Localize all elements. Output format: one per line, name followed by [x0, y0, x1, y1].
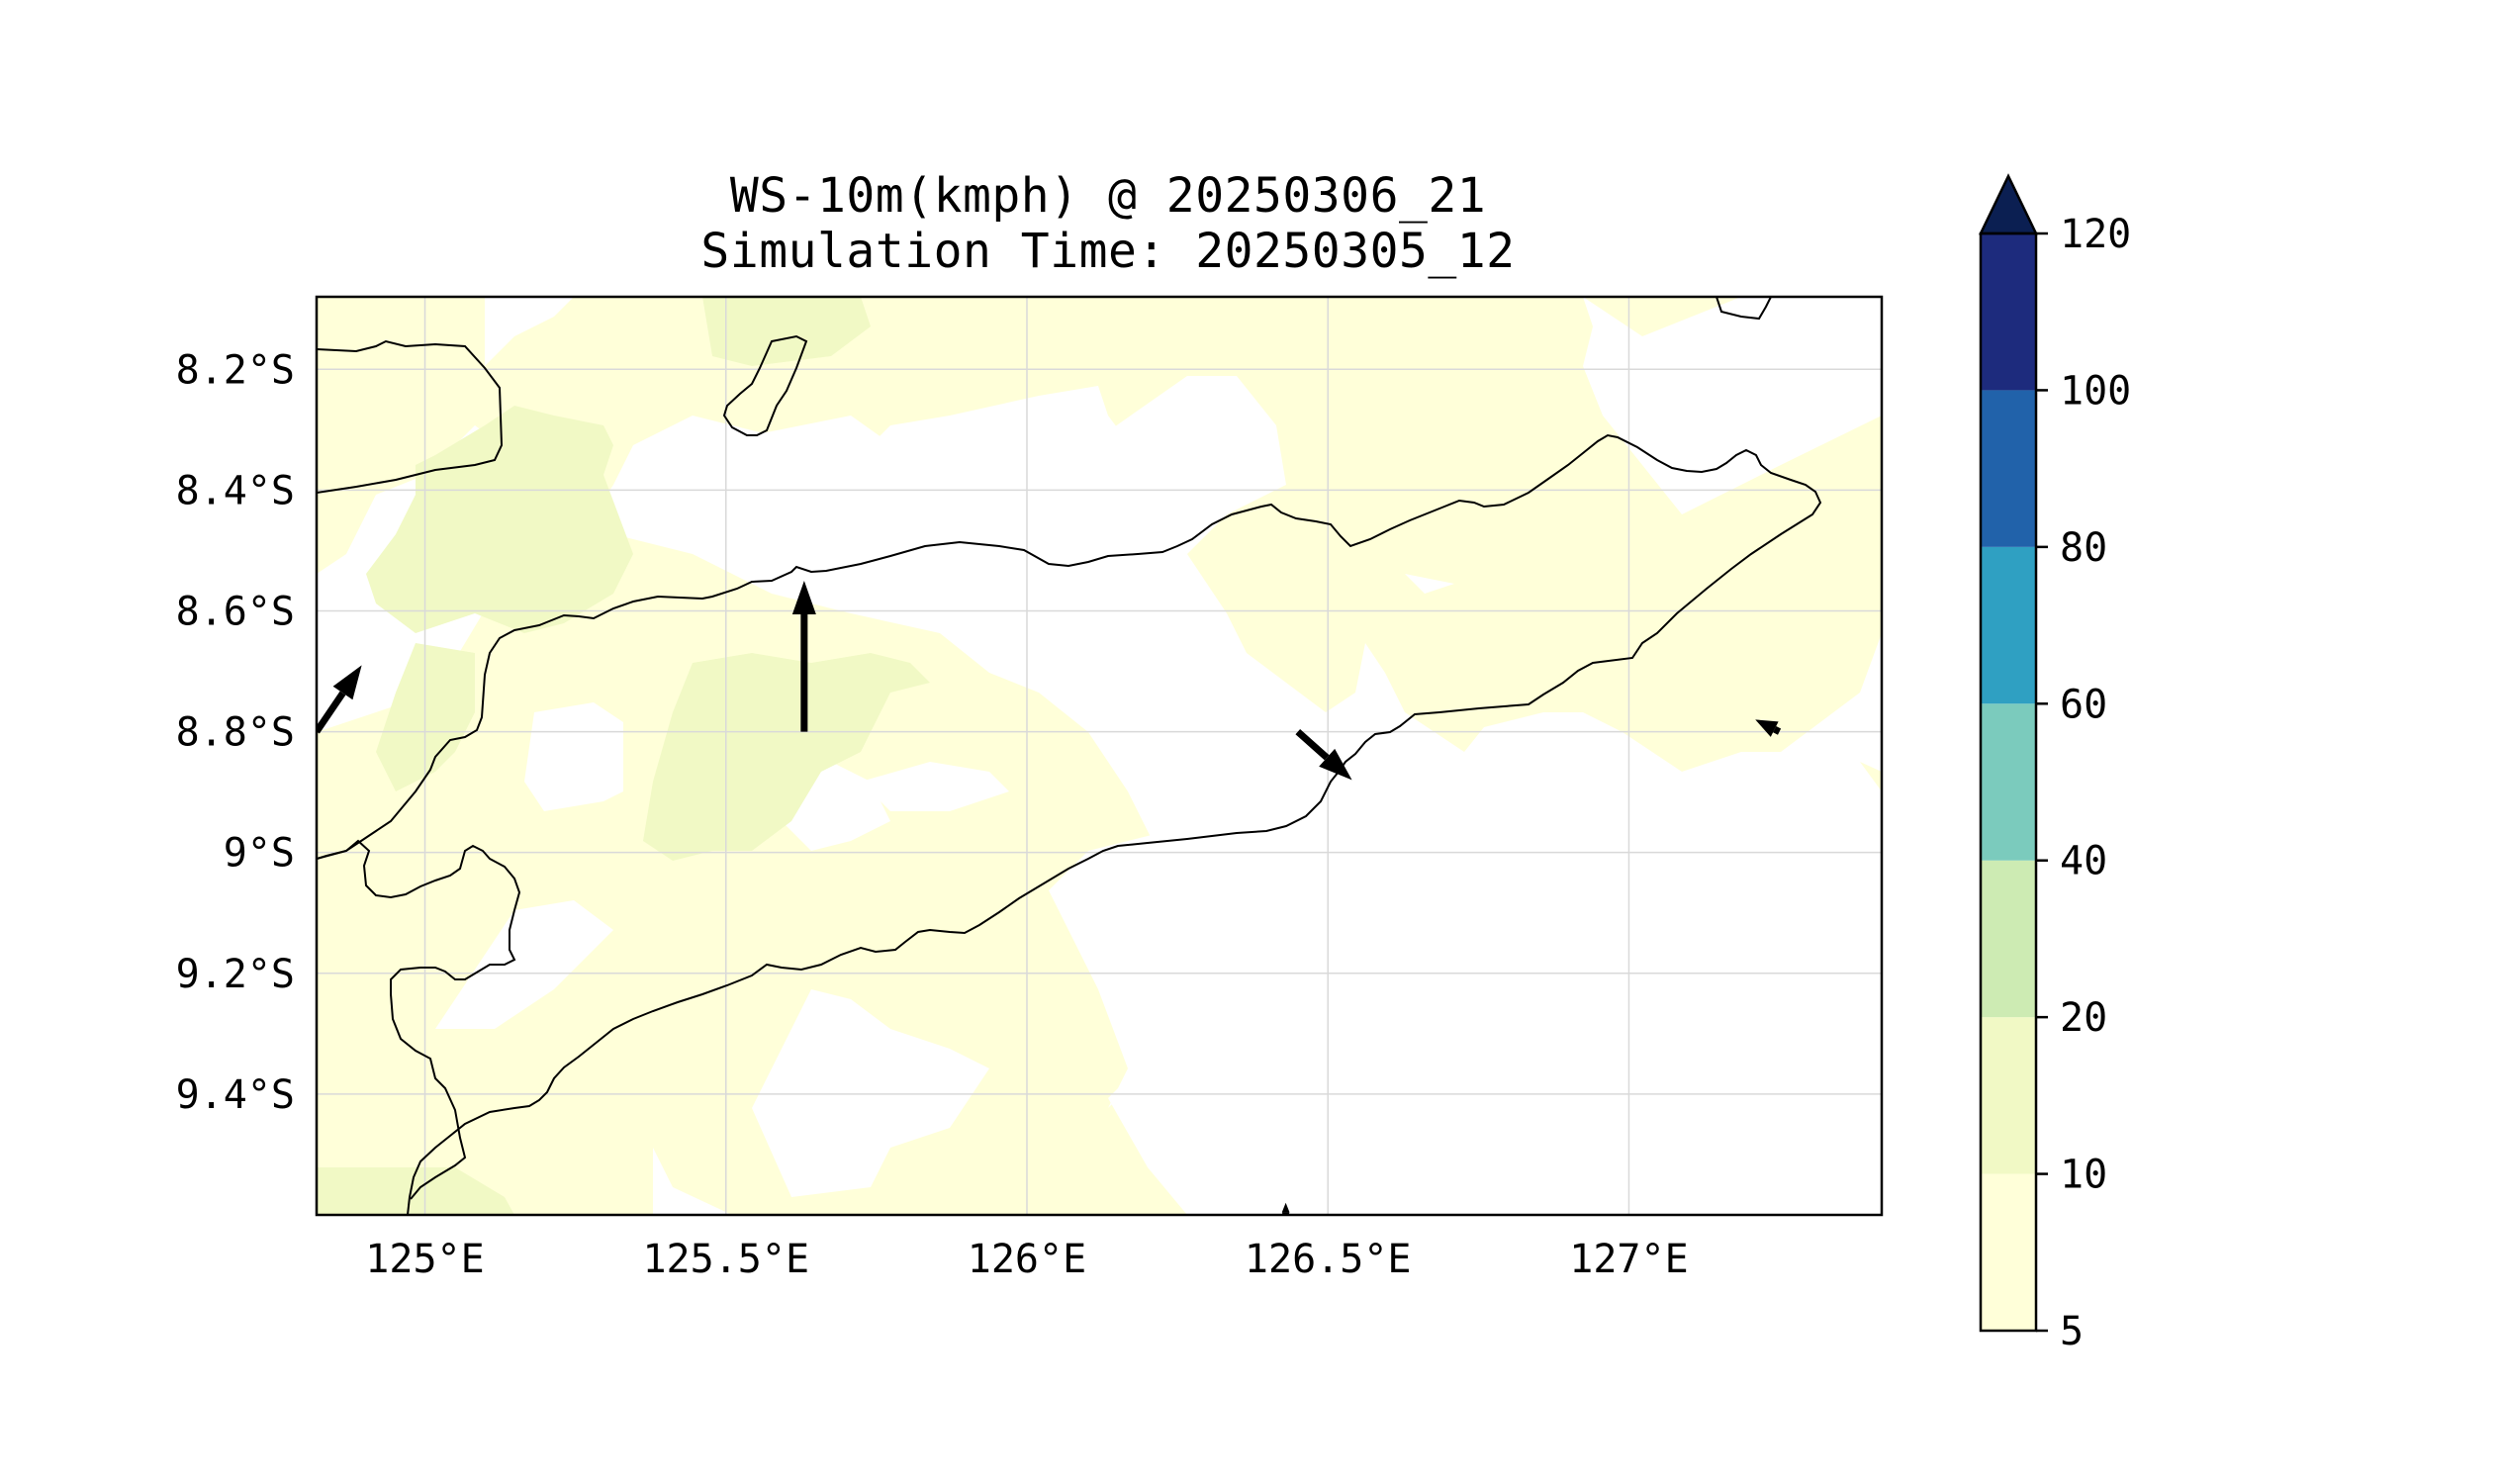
wind-arrow-2 [1295, 728, 1352, 781]
colorbar-label-60: 60 [2060, 682, 2107, 727]
wind-speed-fill-5-10 [317, 297, 1882, 1215]
wind-speed-fill-10-20 [317, 297, 930, 1215]
wind-arrow-1 [791, 580, 816, 732]
map-title: WS-10m(kmph) @ 20250306_21 [729, 168, 1487, 224]
coastline-atauro-island [722, 334, 808, 436]
wind-vectors [317, 580, 1782, 1215]
colorbar: 5 10 20 40 60 80 100 120 [1979, 173, 2131, 1354]
coastline-north-east-islet [1716, 297, 1772, 321]
lat-tick-label-3: 8.8°S [176, 710, 295, 756]
colorbar-label-120: 120 [2060, 212, 2131, 257]
map-area [317, 297, 1882, 1215]
gridlines [317, 297, 1882, 1215]
lat-tick-label-0: 8.2°S [176, 347, 295, 393]
lon-tick-label-2: 126°E [968, 1237, 1086, 1282]
longitude-tick-labels: 125°E 125.5°E 126°E 126.5°E 127°E [365, 1237, 1688, 1282]
lat-tick-label-6: 9.4°S [176, 1072, 295, 1118]
colorbar-label-10: 10 [2060, 1153, 2107, 1198]
colorbar-segment-10-20 [1981, 1017, 2036, 1174]
colorbar-segment-80-100 [1981, 390, 2036, 547]
colorbar-label-5: 5 [2060, 1309, 2084, 1354]
colorbar-segment-100-120 [1981, 233, 2036, 391]
lat-tick-label-1: 8.4°S [176, 468, 295, 513]
colorbar-label-80: 80 [2060, 525, 2107, 571]
colorbar-segment-5-10 [1981, 1173, 2036, 1331]
latitude-tick-labels: 8.2°S 8.4°S 8.6°S 8.8°S 9°S 9.2°S 9.4°S [176, 347, 295, 1118]
coastline-bay-south-west [317, 839, 521, 1200]
colorbar-extend-max [1979, 173, 2038, 235]
coastlines [317, 297, 1822, 1215]
wind-arrow-3 [1755, 719, 1782, 737]
wind-speed-below-5 [435, 297, 1454, 1215]
colorbar-frame [1979, 232, 2038, 1333]
lat-tick-label-2: 8.6°S [176, 589, 295, 634]
lat-tick-label-5: 9.2°S [176, 952, 295, 997]
coastline-timor-north [317, 433, 1822, 1215]
map-frame [315, 295, 1884, 1217]
lat-tick-label-4: 9°S [224, 831, 295, 877]
coastline-north-west [317, 339, 504, 494]
colorbar-segment-40-60 [1981, 703, 2036, 861]
colorbar-label-100: 100 [2060, 368, 2131, 414]
map-subtitle: Simulation Time: 20250305_12 [700, 224, 1516, 279]
lon-tick-label-0: 125°E [365, 1237, 484, 1282]
lon-tick-label-1: 125.5°E [642, 1237, 809, 1282]
colorbar-label-40: 40 [2060, 839, 2107, 884]
lon-tick-label-3: 126.5°E [1245, 1237, 1412, 1282]
colorbar-segment-20-40 [1981, 860, 2036, 1018]
lon-tick-label-4: 127°E [1569, 1237, 1688, 1282]
colorbar-label-20: 20 [2060, 995, 2107, 1041]
colorbar-segment-60-80 [1981, 546, 2036, 704]
wind-arrow-0 [317, 665, 362, 734]
